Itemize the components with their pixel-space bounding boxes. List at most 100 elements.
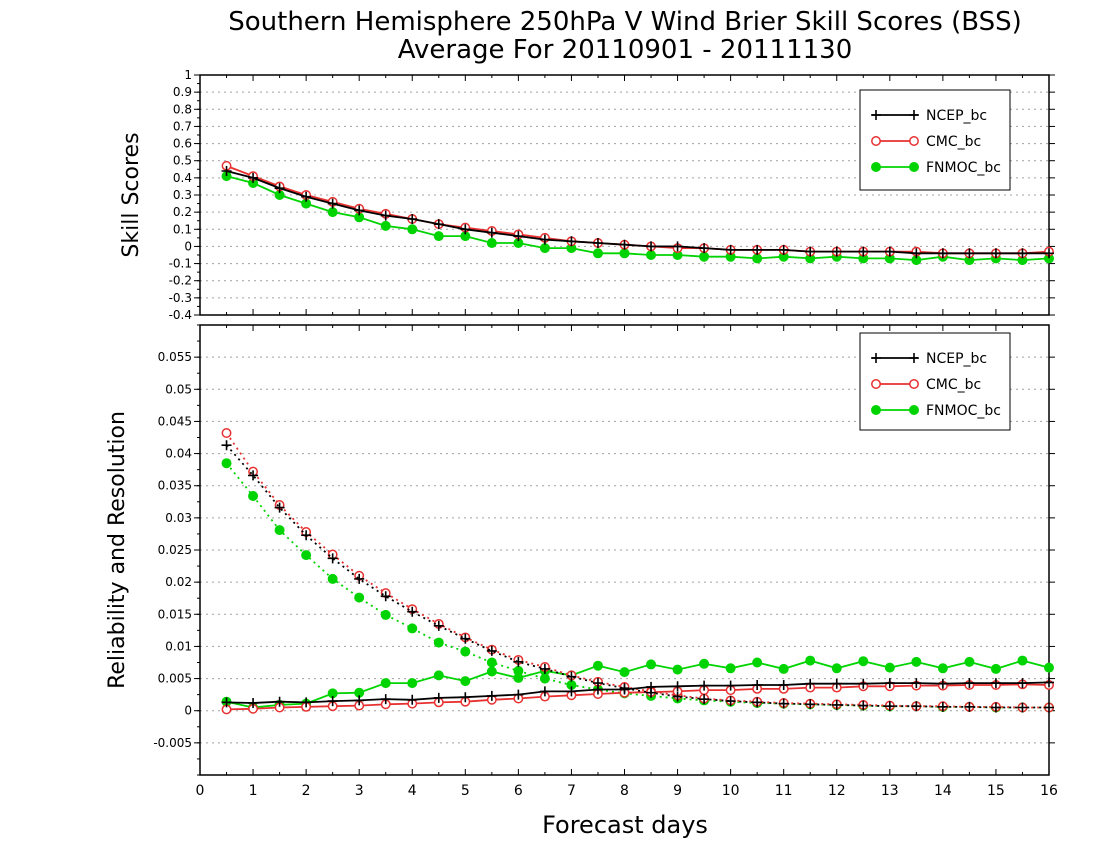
data-point-ncep-bc	[884, 246, 895, 257]
y-tick-label: 0.1	[173, 222, 192, 236]
data-point-fnmoc-bc	[699, 658, 710, 669]
data-point-fnmoc-bc	[911, 656, 922, 667]
legend-marker	[871, 353, 881, 363]
y-tick-label: -0.005	[153, 736, 192, 750]
data-point-fnmoc-bc	[619, 248, 630, 259]
data-point-ncep-bc	[539, 663, 550, 674]
data-point-fnmoc-bc	[486, 666, 497, 677]
data-point-ncep-bc	[566, 686, 577, 697]
data-point-ncep-bc	[248, 172, 259, 183]
y-tick-label: 0.3	[173, 188, 192, 202]
data-point-fnmoc-bc	[433, 637, 444, 648]
y-tick-label: -0.4	[169, 308, 192, 322]
data-point-ncep-bc	[805, 699, 816, 710]
data-point-fnmoc-bc	[407, 678, 418, 689]
y-tick-label: 0.045	[158, 414, 192, 428]
data-point-fnmoc-bc	[1044, 662, 1054, 673]
data-point-ncep-bc	[592, 238, 603, 248]
legend-label: FNMOC_bc	[926, 403, 1001, 419]
data-point-ncep-bc	[354, 573, 365, 584]
y-tick-label: -0.1	[169, 257, 192, 271]
y-tick-label: 0.7	[173, 119, 192, 133]
data-point-fnmoc-bc	[858, 656, 869, 667]
legend-marker	[871, 162, 881, 172]
data-point-ncep-bc	[354, 695, 365, 706]
data-point-ncep-bc	[911, 678, 922, 689]
data-point-ncep-bc	[1017, 702, 1028, 713]
legend-marker	[909, 353, 919, 363]
data-point-ncep-bc	[380, 210, 391, 221]
data-point-ncep-bc	[911, 248, 922, 259]
legend-marker	[909, 162, 919, 172]
data-point-ncep-bc	[964, 701, 975, 712]
data-point-fnmoc-bc	[301, 550, 312, 561]
panel-2: -0.005 0 0.005 0.01 0.015 0.02 0.025 0.03 0.035 0…	[105, 324, 1058, 799]
data-point-ncep-bc	[699, 243, 710, 254]
legend-marker	[909, 405, 919, 415]
x-tick-label: 6	[514, 783, 523, 799]
data-point-ncep-bc	[513, 231, 524, 242]
data-point-fnmoc-bc	[539, 243, 550, 254]
legend-entry-fnmoc-bc: FNMOC_bc	[871, 403, 1001, 419]
y-tick-label: 0.2	[173, 205, 192, 219]
x-tick-label: 8	[620, 783, 629, 799]
legend-marker	[909, 136, 919, 146]
data-point-fnmoc-bc	[327, 573, 338, 584]
y-axis-label: Skill Scores	[119, 132, 144, 257]
y-tick-label: 0.8	[173, 102, 192, 116]
data-point-ncep-bc	[699, 694, 710, 705]
data-point-ncep-bc	[937, 678, 948, 689]
data-point-ncep-bc	[672, 241, 683, 252]
legend-entry-ncep-bc: NCEP_bc	[871, 108, 987, 124]
legend-marker	[871, 110, 881, 120]
data-point-ncep-bc	[619, 684, 630, 695]
y-tick-label: 0.005	[158, 672, 192, 686]
data-point-ncep-bc	[831, 699, 842, 710]
data-point-ncep-bc	[486, 690, 497, 701]
legend-entry-fnmoc-bc: FNMOC_bc	[871, 160, 1001, 176]
data-point-ncep-bc	[539, 234, 550, 245]
data-point-ncep-bc	[990, 702, 1001, 713]
data-point-ncep-bc	[1044, 248, 1054, 259]
data-point-fnmoc-bc	[884, 662, 895, 673]
x-tick-label: 16	[1040, 783, 1058, 799]
data-point-ncep-bc	[964, 678, 975, 689]
data-point-fnmoc-bc	[486, 238, 497, 248]
data-point-ncep-bc	[831, 246, 842, 257]
series-ncep-bc-reliability	[221, 440, 1054, 713]
y-tick-label: 0.04	[165, 447, 192, 461]
series-ncep-bc-resolution	[221, 677, 1054, 708]
data-point-fnmoc-bc	[778, 663, 789, 674]
data-point-ncep-bc	[858, 246, 869, 257]
y-tick-label: 0	[184, 704, 192, 718]
data-point-fnmoc-bc	[672, 664, 683, 675]
y-tick-label: 0.9	[173, 85, 192, 99]
legend-marker	[871, 136, 881, 146]
data-point-ncep-bc	[301, 697, 312, 708]
data-point-ncep-bc	[221, 440, 232, 451]
legend: NCEP_bc CMC_bc FNMOC_bc	[859, 89, 1011, 191]
series-cmc-bc-resolution	[221, 679, 1054, 715]
legend-box	[859, 89, 1011, 191]
data-point-fnmoc-bc	[646, 250, 657, 260]
data-point-ncep-bc	[858, 700, 869, 711]
data-point-ncep-bc	[752, 680, 763, 690]
data-point-fnmoc-bc	[433, 231, 444, 242]
series-fnmoc-bc-reliability	[221, 458, 1054, 713]
data-point-ncep-bc	[274, 696, 285, 707]
legend-marker	[909, 379, 919, 389]
x-axis-label: Forecast days	[542, 811, 708, 839]
series-line-fnmoc-bc	[225, 462, 1049, 709]
x-tick-label: 13	[881, 783, 899, 799]
y-tick-label: 0.03	[165, 511, 192, 525]
data-point-fnmoc-bc	[407, 623, 418, 634]
y-tick-label: 0.035	[158, 479, 192, 493]
y-tick-label: -0.3	[169, 291, 192, 305]
data-point-ncep-bc	[407, 694, 418, 705]
x-tick-label: 11	[775, 783, 793, 799]
y-tick-label: -0.2	[169, 274, 192, 288]
data-point-ncep-bc	[248, 470, 259, 481]
data-point-fnmoc-bc	[937, 663, 948, 674]
data-point-ncep-bc	[937, 701, 948, 712]
data-point-fnmoc-bc	[513, 672, 524, 683]
